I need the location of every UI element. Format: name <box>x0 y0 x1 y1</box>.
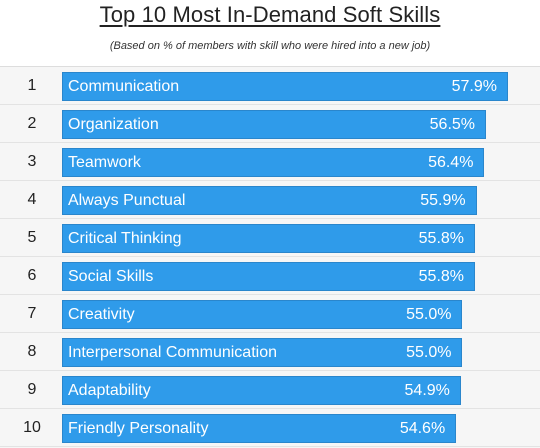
bar: Social Skills 55.8% <box>62 262 476 291</box>
rank-label: 1 <box>27 77 37 94</box>
chart-subtitle: (Based on % of members with skill who we… <box>109 40 431 52</box>
chart-area: 1 Communication 57.9% 2 Organization 56.5% 3 Te… <box>0 66 540 448</box>
value-label: 55.8% <box>418 268 465 285</box>
value-label: 55.0% <box>406 306 452 323</box>
bar-row: 3 Teamwork 56.4% <box>0 143 540 181</box>
bar: Organization 56.5% <box>62 110 487 139</box>
value-label: 55.8% <box>418 230 465 247</box>
category-label: Communication <box>68 78 180 95</box>
category-label: Creativity <box>68 306 135 323</box>
rank-label: 10 <box>23 419 41 436</box>
rank-label: 6 <box>27 267 37 284</box>
rank-label: 9 <box>27 381 37 398</box>
category-label: Organization <box>68 116 159 133</box>
bar-row: 9 Adaptability 54.9% <box>0 371 540 409</box>
bar-row: 2 Organization 56.5% <box>0 105 540 143</box>
rank-label: 8 <box>27 343 37 360</box>
value-label: 54.9% <box>404 382 450 399</box>
bar: Teamwork 56.4% <box>62 148 485 177</box>
category-label: Social Skills <box>68 268 154 285</box>
value-label: 54.6% <box>399 420 446 437</box>
rank-label: 4 <box>27 191 37 208</box>
category-label: Friendly Personality <box>68 420 209 437</box>
rank-label: 7 <box>27 305 37 322</box>
category-label: Adaptability <box>68 382 151 399</box>
chart-title: Top 10 Most In-Demand Soft Skills <box>99 2 441 27</box>
value-label: 56.4% <box>428 154 474 171</box>
bar-row: 5 Critical Thinking 55.8% <box>0 219 540 257</box>
bar-row: 4 Always Punctual 55.9% <box>0 181 540 219</box>
bar: Creativity 55.0% <box>62 300 463 329</box>
value-label: 55.0% <box>406 344 452 361</box>
category-label: Interpersonal Communication <box>68 344 277 361</box>
bar-row: 7 Creativity 55.0% <box>0 295 540 333</box>
category-label: Always Punctual <box>68 192 186 209</box>
bar-row: 10 Friendly Personality 54.6% <box>0 409 540 447</box>
bar-row: 8 Interpersonal Communication 55.0% <box>0 333 540 371</box>
rank-label: 3 <box>27 153 37 170</box>
bar-row: 6 Social Skills 55.8% <box>0 257 540 295</box>
bar-row: 1 Communication 57.9% <box>0 67 540 105</box>
bar: Interpersonal Communication 55.0% <box>62 338 463 367</box>
value-label: 55.9% <box>420 192 466 209</box>
bar: Critical Thinking 55.8% <box>62 224 476 253</box>
rank-label: 5 <box>27 229 37 246</box>
bar: Communication 57.9% <box>62 72 508 101</box>
bar: Friendly Personality 54.6% <box>62 414 457 443</box>
bar: Always Punctual 55.9% <box>62 186 477 215</box>
category-label: Teamwork <box>68 154 141 171</box>
category-label: Critical Thinking <box>68 230 182 247</box>
rank-label: 2 <box>27 115 37 132</box>
value-label: 57.9% <box>451 78 497 95</box>
bar: Adaptability 54.9% <box>62 376 461 405</box>
value-label: 56.5% <box>429 116 476 133</box>
